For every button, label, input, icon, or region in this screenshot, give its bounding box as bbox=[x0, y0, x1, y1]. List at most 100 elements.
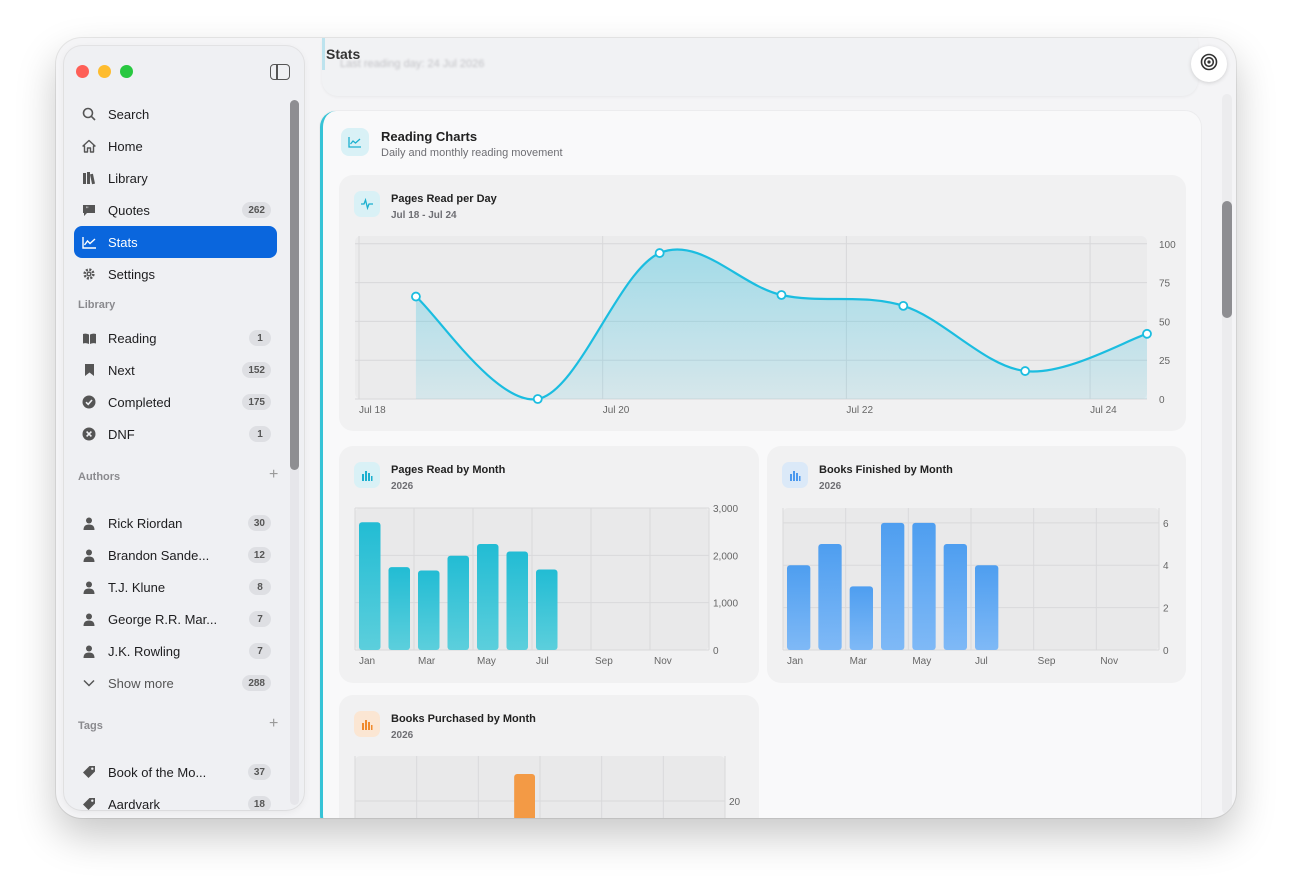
books-finished-chart: 0 2 4 6 Jan Mar May Jul Sep Nov bbox=[782, 508, 1169, 667]
sidebar-item-dnf[interactable]: DNF 1 bbox=[74, 418, 277, 450]
sidebar-item-label: Completed bbox=[108, 394, 171, 410]
x-tick-label: Sep bbox=[595, 656, 613, 667]
x-tick-label: Nov bbox=[654, 656, 672, 667]
y-tick-label: 75 bbox=[1159, 279, 1171, 290]
header-accent bbox=[322, 38, 325, 70]
x-tick-label: Jul bbox=[975, 656, 988, 667]
chart-title: Books Purchased by Month bbox=[391, 713, 536, 725]
bar bbox=[388, 567, 410, 650]
zoom-window-button[interactable] bbox=[120, 65, 133, 78]
sidebar-item-label: Aardvark bbox=[108, 796, 161, 811]
x-tick-label: Jul 20 bbox=[603, 405, 630, 416]
bar-chart-icon bbox=[354, 462, 380, 488]
add-tag-button[interactable]: + bbox=[269, 715, 279, 732]
home-icon bbox=[81, 138, 97, 154]
sidebar-toggle-icon[interactable] bbox=[270, 64, 290, 80]
count-badge: 30 bbox=[247, 515, 271, 531]
sidebar-item-home[interactable]: Home bbox=[74, 130, 277, 162]
app-window: Search Home Library " Quotes 262 Stats S… bbox=[56, 38, 1236, 818]
bar bbox=[536, 569, 558, 650]
show-more-button[interactable]: Show more 288 bbox=[74, 667, 277, 699]
sidebar-item-next[interactable]: Next 152 bbox=[74, 354, 277, 386]
count-badge: 288 bbox=[242, 675, 271, 691]
count-badge: 12 bbox=[247, 547, 271, 563]
sidebar-item-label: T.J. Klune bbox=[108, 579, 166, 595]
sidebar-item-author[interactable]: George R.R. Mar... 7 bbox=[74, 603, 277, 635]
y-tick-label: 100 bbox=[1159, 240, 1176, 251]
sidebar-item-label: Library bbox=[108, 170, 148, 186]
y-tick-label: 6 bbox=[1163, 519, 1169, 530]
books-icon bbox=[81, 170, 97, 186]
target-icon bbox=[1200, 53, 1218, 76]
page-subtitle: Last reading day: 24 Jul 2026 bbox=[340, 58, 485, 70]
count-badge: 7 bbox=[249, 611, 271, 627]
bar bbox=[787, 565, 811, 650]
count-badge: 1 bbox=[249, 330, 271, 346]
count-badge: 18 bbox=[247, 796, 271, 810]
search-icon bbox=[81, 106, 97, 122]
add-author-button[interactable]: + bbox=[269, 466, 279, 483]
count-badge: 8 bbox=[249, 579, 271, 595]
close-window-button[interactable] bbox=[76, 65, 89, 78]
chart-subtitle: 2026 bbox=[819, 481, 842, 492]
data-point bbox=[898, 300, 909, 311]
open-book-icon bbox=[81, 330, 97, 346]
svg-text:": " bbox=[86, 207, 89, 214]
bar bbox=[943, 544, 967, 650]
data-point bbox=[776, 290, 787, 300]
x-tick-label: Sep bbox=[1038, 656, 1056, 667]
y-tick-label: 0 bbox=[1159, 395, 1165, 406]
main-scrollbar[interactable] bbox=[1222, 201, 1232, 318]
bar-chart-icon bbox=[782, 462, 808, 488]
bar bbox=[975, 565, 999, 650]
person-icon bbox=[81, 515, 97, 531]
tag-icon bbox=[81, 764, 97, 780]
panel-subtitle: Daily and monthly reading movement bbox=[381, 147, 563, 159]
bar bbox=[359, 522, 381, 650]
sidebar-item-reading[interactable]: Reading 1 bbox=[74, 322, 277, 354]
chart-subtitle: Jul 18 - Jul 24 bbox=[391, 210, 457, 221]
sidebar-item-completed[interactable]: Completed 175 bbox=[74, 386, 277, 418]
sidebar-item-quotes[interactable]: " Quotes 262 bbox=[74, 194, 277, 226]
stats-header: Stats Last reading day: 24 Jul 2026 bbox=[322, 38, 1198, 96]
pages-by-month-card: Pages Read by Month 2026 0 1,000 2,000 3,00… bbox=[339, 446, 759, 683]
tag-icon bbox=[81, 796, 97, 810]
chart-line-icon bbox=[81, 234, 97, 250]
count-badge: 175 bbox=[242, 394, 271, 410]
sidebar-item-label: Reading bbox=[108, 330, 157, 346]
sidebar-item-library[interactable]: Library bbox=[74, 162, 277, 194]
y-tick-label: 20 bbox=[729, 797, 741, 808]
pulse-icon bbox=[354, 191, 380, 217]
sidebar-item-settings[interactable]: Settings bbox=[74, 258, 277, 290]
sidebar-item-author[interactable]: Rick Riordan 30 bbox=[74, 507, 277, 539]
sidebar-item-label: Rick Riordan bbox=[108, 515, 183, 531]
sidebar-item-author[interactable]: J.K. Rowling 7 bbox=[74, 635, 277, 667]
bookmark-icon bbox=[81, 362, 97, 378]
sidebar-item-tag[interactable]: Book of the Mo... 37 bbox=[74, 756, 277, 788]
x-tick-label: Jan bbox=[787, 656, 803, 667]
main-content: Stats Last reading day: 24 Jul 2026 bbox=[320, 38, 1236, 818]
show-more-label: Show more bbox=[108, 675, 174, 691]
sidebar-item-search[interactable]: Search bbox=[74, 98, 277, 130]
reading-charts-panel: Reading Charts Daily and monthly reading… bbox=[320, 111, 1201, 818]
bar bbox=[418, 570, 440, 650]
sidebar-item-author[interactable]: Brandon Sande... 12 bbox=[74, 539, 277, 571]
sidebar-item-stats[interactable]: Stats bbox=[74, 226, 277, 258]
bar bbox=[849, 586, 873, 650]
x-tick-label: Nov bbox=[1100, 656, 1118, 667]
sidebar-item-label: Search bbox=[108, 106, 150, 122]
goal-target-button[interactable] bbox=[1191, 46, 1227, 82]
y-tick-label: 0 bbox=[713, 646, 719, 657]
minimize-window-button[interactable] bbox=[98, 65, 111, 78]
authors-section-heading: Authors bbox=[78, 471, 121, 483]
x-tick-label: May bbox=[477, 656, 496, 667]
x-tick-label: Mar bbox=[850, 656, 868, 667]
x-tick-label: Jul bbox=[536, 656, 549, 667]
bar bbox=[477, 543, 499, 650]
sidebar-item-tag[interactable]: Aardvark 18 bbox=[74, 788, 277, 810]
sidebar-item-label: Next bbox=[108, 362, 135, 378]
chart-title: Pages Read per Day bbox=[391, 193, 497, 205]
sidebar-scrollbar[interactable] bbox=[290, 100, 299, 470]
sidebar-item-author[interactable]: T.J. Klune 8 bbox=[74, 571, 277, 603]
y-tick-label: 25 bbox=[1159, 356, 1171, 367]
